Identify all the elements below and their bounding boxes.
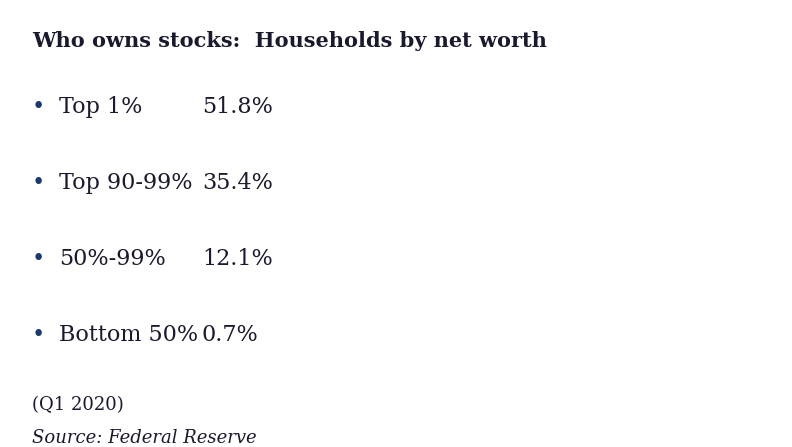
Text: •: • xyxy=(32,172,45,194)
Text: 12.1%: 12.1% xyxy=(202,248,272,270)
Text: •: • xyxy=(32,248,45,270)
Text: Bottom 50%: Bottom 50% xyxy=(59,324,199,346)
Text: •: • xyxy=(32,96,45,118)
Text: 35.4%: 35.4% xyxy=(202,172,272,194)
Text: 51.8%: 51.8% xyxy=(202,96,272,118)
Text: 0.7%: 0.7% xyxy=(202,324,259,346)
Text: (Q1 2020): (Q1 2020) xyxy=(32,396,124,413)
Text: Top 90-99%: Top 90-99% xyxy=(59,172,193,194)
Text: Source: Federal Reserve: Source: Federal Reserve xyxy=(32,429,257,447)
Text: Top 1%: Top 1% xyxy=(59,96,143,118)
Text: Who owns stocks:  Households by net worth: Who owns stocks: Households by net worth xyxy=(32,31,546,51)
Text: 50%-99%: 50%-99% xyxy=(59,248,166,270)
Text: •: • xyxy=(32,324,45,346)
